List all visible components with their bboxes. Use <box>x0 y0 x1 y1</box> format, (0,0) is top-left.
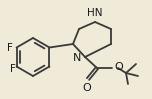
Text: HN: HN <box>87 8 103 18</box>
Text: N: N <box>73 53 81 63</box>
Text: O: O <box>114 62 123 72</box>
Text: O: O <box>83 83 91 93</box>
Text: F: F <box>7 42 13 52</box>
Text: F: F <box>10 63 16 73</box>
